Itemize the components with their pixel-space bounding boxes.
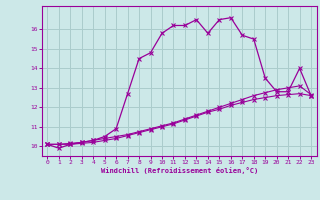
- X-axis label: Windchill (Refroidissement éolien,°C): Windchill (Refroidissement éolien,°C): [100, 167, 258, 174]
